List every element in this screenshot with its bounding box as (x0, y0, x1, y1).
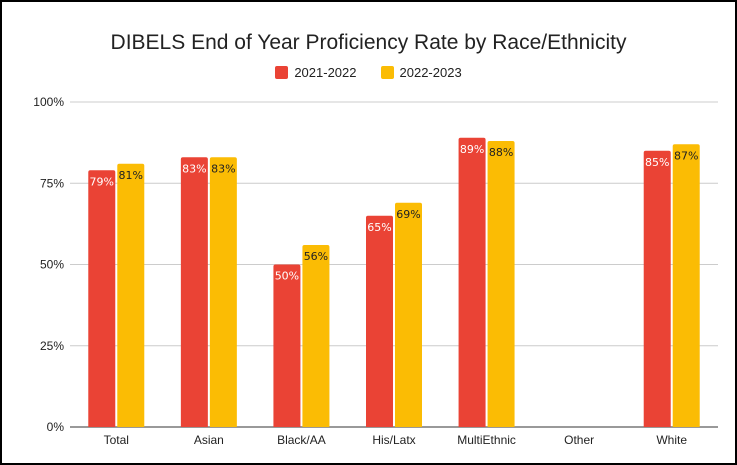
bar-1 (88, 170, 116, 427)
y-tick-label: 100% (33, 95, 64, 109)
y-tick-label: 25% (40, 339, 64, 353)
legend-swatch-series-1 (275, 66, 289, 79)
data-label: 56% (304, 250, 328, 263)
y-tick-label: 75% (40, 176, 64, 190)
data-label: 83% (211, 162, 235, 175)
legend-item-series-1: 2021-2022 (275, 65, 357, 80)
bar-1 (366, 215, 393, 427)
x-tick-label: White (656, 433, 687, 447)
x-tick-label: Total (104, 433, 129, 447)
bar-2 (672, 144, 700, 427)
y-tick-label: 50% (40, 258, 64, 272)
legend-label-series-1: 2021-2022 (294, 65, 357, 80)
data-label: 89% (460, 143, 484, 156)
data-label: 88% (489, 146, 513, 159)
legend-swatch-series-2 (380, 66, 394, 79)
bar-2 (487, 141, 515, 427)
bar-2 (302, 245, 330, 427)
data-label: 85% (645, 156, 669, 169)
y-tick-label: 0% (47, 420, 65, 434)
data-label: 87% (674, 149, 698, 162)
bar-1 (643, 150, 671, 427)
x-tick-label: His/Latx (372, 433, 415, 447)
bar-2 (117, 163, 145, 427)
bar-1 (180, 157, 208, 427)
legend-item-series-2: 2022-2023 (380, 65, 462, 80)
bar-1 (273, 264, 301, 427)
bar-2 (395, 202, 422, 427)
data-label: 69% (396, 208, 420, 221)
x-tick-label: Asian (194, 433, 224, 447)
bar-1 (458, 137, 486, 427)
data-label: 81% (119, 169, 143, 182)
legend-label-series-2: 2022-2023 (399, 65, 462, 80)
x-tick-label: MultiEthnic (457, 433, 516, 447)
x-tick-label: Black/AA (277, 433, 326, 447)
chart-legend: 2021-2022 2022-2023 (0, 65, 737, 80)
data-label: 65% (367, 221, 391, 234)
x-tick-label: Other (564, 433, 594, 447)
data-label: 50% (275, 270, 299, 283)
data-label: 79% (90, 175, 114, 188)
bar-2 (209, 157, 237, 427)
chart-title: DIBELS End of Year Proficiency Rate by R… (110, 31, 627, 54)
data-label: 83% (182, 162, 206, 175)
